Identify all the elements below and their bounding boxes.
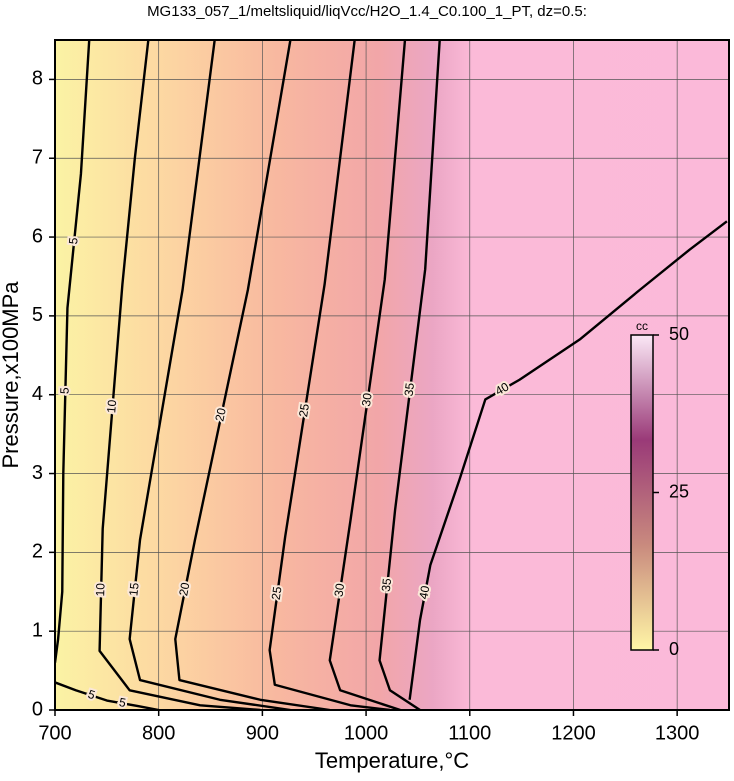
colorbar-scale bbox=[630, 334, 654, 651]
contour-label: 35 bbox=[402, 382, 418, 397]
contours bbox=[55, 40, 728, 710]
contour-line bbox=[98, 40, 261, 710]
contour-line bbox=[378, 40, 441, 710]
x-tick-label: 700 bbox=[38, 722, 71, 744]
contour-label: 30 bbox=[331, 582, 347, 598]
colorbar: cc 0 25 50 bbox=[630, 319, 689, 659]
contour-label: 35 bbox=[379, 577, 394, 592]
y-tick-label: 3 bbox=[32, 462, 43, 484]
contour-line bbox=[408, 220, 728, 700]
contour-label: 5 bbox=[57, 387, 71, 394]
y-tick-label: 6 bbox=[32, 225, 43, 247]
contour-label: 10 bbox=[104, 399, 119, 414]
colorbar-label: cc bbox=[636, 319, 648, 333]
axes: 700 800 900 1000 1100 1200 1300 0 1 2 3 4 5 6 7 8 bbox=[32, 68, 700, 745]
y-tick-label: 5 bbox=[32, 304, 43, 326]
contour-label: 25 bbox=[296, 402, 312, 418]
grid bbox=[55, 40, 729, 710]
chart-title: MG133_057_1/meltsliquid/liqVcc/H2O_1.4_C… bbox=[147, 3, 587, 20]
plot-frame bbox=[54, 39, 730, 711]
contour-label: 10 bbox=[93, 583, 107, 597]
y-tick-label: 0 bbox=[32, 698, 43, 720]
colorbar-tick-label: 0 bbox=[669, 639, 679, 659]
contour-label: 15 bbox=[126, 582, 141, 597]
plot-background bbox=[55, 40, 729, 710]
contour-label: 20 bbox=[212, 406, 229, 422]
y-tick-label: 8 bbox=[32, 68, 43, 90]
colorbar-tick-label: 50 bbox=[669, 324, 689, 344]
y-tick-label: 7 bbox=[32, 147, 43, 169]
colorbar-tick-label: 25 bbox=[669, 481, 689, 501]
x-tick-label: 1100 bbox=[448, 722, 491, 744]
contour-line bbox=[328, 40, 407, 710]
x-tick-label: 1000 bbox=[344, 722, 389, 744]
y-axis-label: Pressure,x100MPa bbox=[0, 281, 23, 469]
contour-label: 25 bbox=[269, 585, 285, 600]
x-tick-label: 900 bbox=[246, 722, 279, 744]
contour-line bbox=[174, 40, 330, 710]
contour-line bbox=[128, 40, 291, 710]
y-tick-label: 2 bbox=[32, 541, 43, 563]
y-tick-label: 4 bbox=[32, 383, 43, 405]
contour-label: 30 bbox=[359, 392, 375, 408]
contour-line bbox=[55, 40, 91, 663]
contour-label: 20 bbox=[176, 581, 192, 597]
contour-line bbox=[55, 681, 159, 710]
x-tick-label: 1300 bbox=[655, 722, 700, 744]
contour-label: 40 bbox=[416, 584, 432, 600]
x-tick-label: 1200 bbox=[551, 722, 596, 744]
contour-line bbox=[268, 40, 391, 710]
y-tick-label: 1 bbox=[32, 619, 43, 641]
x-axis-label: Temperature,°C bbox=[315, 748, 469, 773]
x-tick-label: 800 bbox=[142, 722, 175, 744]
